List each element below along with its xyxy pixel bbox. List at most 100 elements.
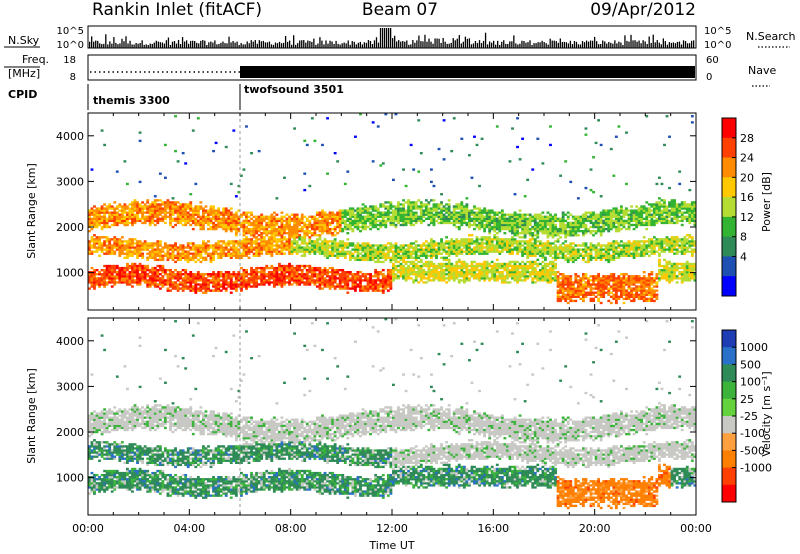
power-cell [424, 273, 428, 276]
power-cell [108, 248, 112, 251]
power-cell [442, 256, 446, 259]
power-cell [531, 242, 535, 245]
power-cell [369, 277, 373, 280]
power-cell [224, 209, 228, 212]
power-cell [397, 260, 400, 264]
power-cell [495, 277, 499, 280]
power-cell [313, 215, 317, 218]
power-cell [531, 168, 535, 171]
power-cell [234, 195, 238, 198]
power-cell [126, 221, 129, 225]
power-cell [460, 260, 464, 264]
power-cell [374, 256, 378, 259]
power-cell [174, 149, 177, 153]
power-cell [186, 260, 190, 264]
power-cell [419, 279, 423, 282]
nsky-bar [305, 42, 307, 48]
power-cell [528, 234, 532, 237]
power-cell [523, 242, 527, 245]
power-cell [531, 281, 535, 284]
power-cell [536, 217, 540, 221]
power-cell [204, 215, 208, 218]
nsky-bar [107, 44, 109, 48]
power-cell [123, 279, 127, 282]
power-cell [275, 271, 279, 274]
power-cell [161, 283, 165, 286]
power-cell [108, 211, 112, 214]
power-cell [133, 238, 137, 241]
power-cell [328, 277, 332, 280]
power-cell [262, 279, 266, 282]
power-cell [381, 203, 385, 206]
power-cell [158, 217, 162, 221]
power-cell [115, 170, 119, 173]
power-cell [310, 223, 314, 227]
power-cell [440, 264, 443, 268]
power-cell [118, 271, 122, 274]
nsky-bar [236, 41, 238, 48]
power-cell [432, 203, 436, 206]
power-cell [100, 248, 104, 251]
power-cell [303, 250, 307, 253]
power-cell [194, 217, 198, 221]
power-cell [128, 283, 132, 286]
power-cell [475, 225, 479, 229]
power-cell [290, 264, 294, 268]
power-cell [164, 217, 167, 221]
power-cell [468, 209, 471, 212]
power-cell [138, 266, 142, 270]
power-cell [488, 225, 492, 229]
power-cell [255, 283, 259, 286]
power-cell [298, 234, 302, 237]
power-cell [313, 234, 317, 237]
nsky-strip: N.Sky 10^5 10^0 10^5 10^0 N.Search [4, 25, 796, 51]
power-cell [526, 227, 530, 231]
power-cell [245, 275, 248, 278]
power-cell [331, 244, 335, 247]
nsky-bar [353, 41, 355, 48]
power-cell [526, 252, 530, 255]
power-cell [483, 225, 487, 229]
nsky-bar [93, 41, 95, 48]
power-cell [110, 277, 114, 280]
power-cell [336, 221, 340, 225]
power-cell [212, 213, 215, 216]
power-cell [131, 211, 134, 214]
power-cell [452, 246, 456, 249]
power-cell [460, 211, 464, 214]
power-cell [227, 252, 231, 255]
power-cell [457, 252, 461, 255]
nsky-bar [398, 40, 400, 48]
power-cell [138, 246, 142, 249]
power-cell [506, 262, 509, 266]
power-cell [265, 217, 269, 221]
power-cell [118, 219, 122, 223]
nsky-bar [181, 37, 184, 48]
power-cell [399, 266, 403, 270]
nsky-bar [373, 40, 376, 48]
power-cell [316, 221, 319, 225]
power-cell [245, 232, 248, 235]
power-cell [346, 223, 350, 227]
power-cell [151, 266, 155, 270]
power-cell [511, 248, 514, 251]
power-cell [153, 268, 157, 272]
power-cell [174, 219, 177, 223]
power-cell [174, 254, 177, 257]
power-cell [508, 225, 512, 229]
power-cell [460, 238, 464, 241]
power-cell [242, 246, 246, 249]
power-cell [308, 264, 312, 268]
power-cell [209, 225, 213, 229]
power-cell [199, 227, 203, 231]
nsky-bar [674, 43, 677, 48]
power-cell [328, 217, 332, 221]
power-cell [278, 232, 281, 235]
power-cell [468, 242, 471, 245]
nsky-bar [341, 43, 343, 48]
power-cell [313, 217, 317, 221]
power-cell [278, 268, 281, 272]
power-cell [222, 252, 226, 255]
power-cell [169, 281, 172, 284]
